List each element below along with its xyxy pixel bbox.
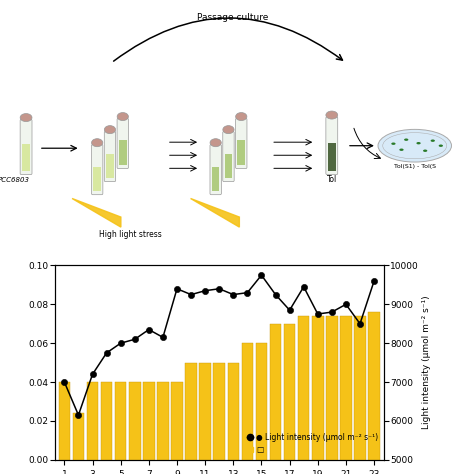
FancyBboxPatch shape [91, 145, 103, 195]
Bar [298, 316, 310, 474]
FancyBboxPatch shape [20, 119, 32, 174]
FancyBboxPatch shape [210, 145, 221, 195]
Bar [157, 382, 169, 474]
Bar [171, 382, 183, 474]
FancyBboxPatch shape [236, 118, 247, 169]
Bar [59, 382, 70, 474]
Ellipse shape [236, 112, 247, 120]
Text: High light stress: High light stress [99, 230, 162, 239]
Bar [119, 140, 127, 165]
Bar [368, 312, 380, 474]
Ellipse shape [417, 142, 421, 145]
Y-axis label: Light intensity (μmol m⁻² s⁻¹): Light intensity (μmol m⁻² s⁻¹) [422, 296, 431, 429]
Bar [200, 363, 211, 474]
Ellipse shape [223, 126, 234, 134]
Bar [237, 140, 245, 165]
Bar [340, 316, 352, 474]
FancyBboxPatch shape [223, 131, 234, 182]
Bar [328, 143, 336, 171]
Bar [93, 166, 101, 191]
Bar [73, 413, 84, 474]
Polygon shape [191, 199, 239, 227]
Bar [242, 343, 253, 474]
Bar [185, 363, 197, 474]
Bar [115, 382, 127, 474]
FancyBboxPatch shape [104, 131, 116, 182]
Bar [326, 316, 337, 474]
Ellipse shape [326, 111, 338, 119]
Bar [106, 154, 114, 178]
Ellipse shape [431, 139, 435, 142]
Text: Passage culture: Passage culture [197, 13, 268, 22]
Text: PCC6803: PCC6803 [0, 177, 30, 183]
Bar [312, 316, 324, 474]
Bar [87, 382, 98, 474]
Text: Tol: Tol [327, 175, 337, 184]
Bar [228, 363, 239, 474]
Ellipse shape [423, 149, 428, 152]
Bar [129, 382, 140, 474]
Ellipse shape [378, 129, 451, 162]
FancyBboxPatch shape [117, 118, 128, 169]
Ellipse shape [117, 112, 128, 120]
Ellipse shape [91, 139, 103, 147]
Bar [270, 324, 281, 474]
Ellipse shape [399, 148, 404, 151]
Ellipse shape [104, 126, 116, 134]
Bar [225, 154, 232, 178]
Bar [143, 382, 155, 474]
Ellipse shape [210, 139, 221, 147]
Text: Tol(S1) - Tol(S: Tol(S1) - Tol(S [394, 164, 436, 169]
Bar [22, 144, 30, 171]
Ellipse shape [404, 138, 409, 141]
Ellipse shape [439, 145, 443, 147]
Ellipse shape [392, 143, 395, 145]
Polygon shape [72, 199, 121, 227]
Legend: ● Light intensity (μmol m⁻² s⁻¹), □: ● Light intensity (μmol m⁻² s⁻¹), □ [246, 431, 380, 456]
Bar [354, 316, 366, 474]
Bar [213, 363, 225, 474]
Ellipse shape [20, 114, 32, 122]
Bar [255, 343, 267, 474]
Bar [212, 166, 219, 191]
Bar [284, 324, 295, 474]
Bar [101, 382, 112, 474]
FancyBboxPatch shape [326, 117, 337, 174]
